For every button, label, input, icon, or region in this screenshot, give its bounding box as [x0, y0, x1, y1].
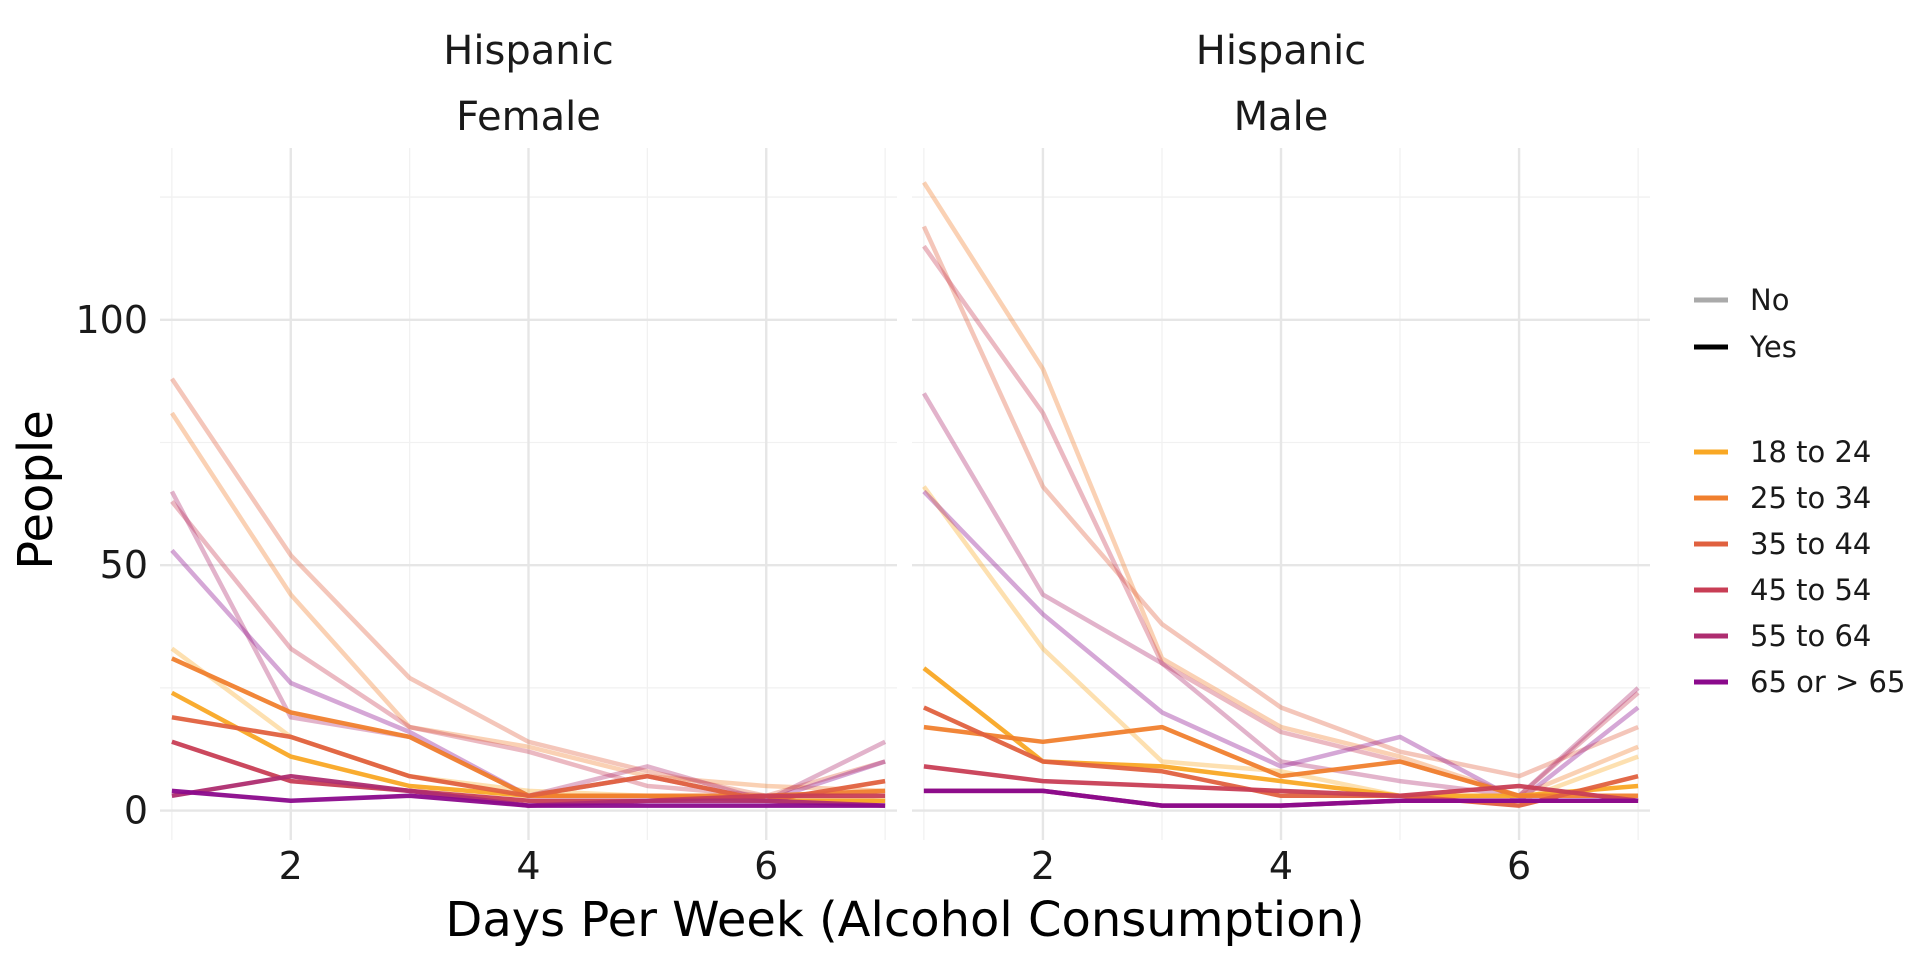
- facet-strip-label: Male: [1234, 94, 1329, 140]
- x-tick-label: 2: [279, 844, 303, 888]
- y-tick-label: 0: [124, 789, 148, 833]
- facet-panel-0: Hispanic Female 2 4 6 0 50 100: [75, 28, 897, 888]
- series-line: [170, 411, 886, 794]
- legend: No Yes 18 to 24 25 to 34 35 to 44 45 to 54 55 …: [1694, 283, 1905, 699]
- series-line: [922, 705, 1639, 808]
- legend-label: No: [1750, 283, 1789, 317]
- series-line: [923, 788, 1639, 808]
- series-line: [171, 739, 886, 803]
- y-tick-label: 50: [100, 543, 148, 587]
- series-line: [171, 788, 886, 808]
- x-tick-label: 6: [1507, 844, 1531, 888]
- legend-label: Yes: [1749, 330, 1797, 364]
- facet-strip-label: Hispanic: [1196, 28, 1366, 74]
- x-tick-label: 4: [516, 844, 540, 888]
- x-tick-label: 4: [1269, 844, 1293, 888]
- legend-label: 35 to 44: [1750, 527, 1871, 561]
- legend-label: 18 to 24: [1750, 435, 1871, 469]
- series-line: [923, 724, 1639, 799]
- y-tick-label: 100: [75, 298, 148, 342]
- x-tick-label: 6: [754, 844, 778, 888]
- facet-panels: Hispanic Female 2 4 6 0 50 100 Hispanic Male 2 4 6: [75, 28, 1650, 888]
- series-line: [923, 764, 1639, 803]
- legend-label: 25 to 34: [1750, 481, 1871, 515]
- x-axis-title: Days Per Week (Alcohol Consumption): [445, 892, 1364, 948]
- x-tick-label: 2: [1031, 844, 1055, 888]
- legend-label: 65 or > 65: [1750, 665, 1905, 699]
- facet-strip-label: Hispanic: [443, 28, 613, 74]
- legend-label: 55 to 64: [1750, 619, 1871, 653]
- legend-label: 45 to 54: [1750, 573, 1871, 607]
- facet-strip-label: Female: [456, 94, 601, 140]
- y-axis-title: People: [8, 410, 64, 569]
- facet-panel-1: Hispanic Male 2 4 6: [912, 28, 1650, 888]
- series-line: [921, 225, 1639, 779]
